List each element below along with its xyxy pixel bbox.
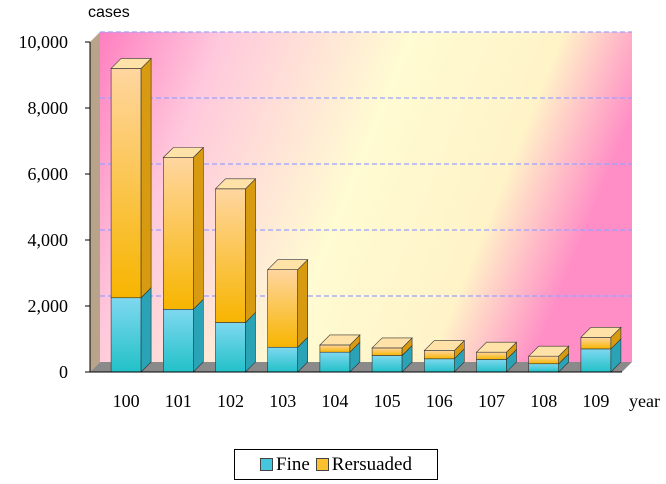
bar-rersuaded-103 [267,269,299,348]
bar-fine-102 [215,322,246,373]
bar-fine-109 [580,348,612,373]
bar-top-103 [266,259,309,271]
y-tick-label: 4,000 [28,230,69,250]
y-tick-label: 10,000 [19,32,69,52]
bar-top-102 [214,178,257,190]
bar-rersuaded-102 [215,188,246,323]
bar-rersuaded-100 [110,68,142,299]
bar-rersuaded-107 [476,351,507,360]
bar-fine-101 [163,308,194,373]
y-tick-label: 6,000 [28,164,69,184]
bar-top-101 [162,147,205,158]
x-tick-label: 101 [165,391,192,411]
chart-legend: Fine Rersuaded [234,449,438,480]
x-tick-label: 100 [113,391,140,411]
bar-fine-103 [267,346,299,373]
bar-top-106 [423,340,466,351]
bar-rersuaded-101 [163,157,194,310]
bar-side-rersuaded-101 [193,146,204,311]
bar-rersuaded-104 [319,344,351,353]
bar-side-rersuaded-102 [245,178,256,324]
legend-swatch-fine [260,458,273,471]
legend-item-fine: Fine [260,454,310,476]
y-tick-label: 8,000 [28,98,69,118]
bar-rersuaded-109 [580,337,612,350]
bar-rersuaded-105 [371,347,403,356]
x-tick-label: 103 [269,391,296,411]
bar-fine-106 [423,358,455,373]
x-tick-label: 109 [582,391,609,411]
legend-label-rersuaded: Rersuaded [331,453,412,475]
x-tick-label: 108 [530,391,557,411]
bar-top-108 [527,345,570,357]
y-tick-label: 2,000 [28,296,69,316]
bar-top-107 [475,341,518,353]
x-tick-label: 105 [374,391,401,411]
x-tick-label: 104 [321,391,348,411]
x-tick-label: 106 [426,391,453,411]
bar-side-rersuaded-100 [140,57,152,299]
bar-fine-107 [476,359,507,373]
x-axis-unit-label: year [629,391,660,411]
plot-side-wall [90,32,100,372]
x-tick-label: 107 [478,391,505,411]
bar-top-105 [371,337,413,349]
bar-rersuaded-108 [528,355,560,365]
bar-top-100 [110,58,152,69]
legend-swatch-rersuaded [315,458,329,471]
bar-side-fine-100 [140,287,152,373]
legend-item-rersuaded: Rersuaded [315,453,412,476]
bar-fine-105 [371,355,403,373]
x-tick-label: 102 [217,391,244,411]
bar-fine-100 [110,297,142,373]
legend-label-fine: Fine [276,453,310,475]
bar-fine-104 [319,351,351,373]
bar-side-fine-102 [245,311,256,373]
y-tick-label: 0 [59,362,68,382]
bar-top-109 [580,327,622,338]
bar-rersuaded-106 [423,350,455,360]
bar-top-104 [319,334,361,346]
bar-fine-108 [528,363,560,373]
y-axis-unit-label: cases [88,4,130,21]
bar-side-rersuaded-103 [297,258,309,348]
bar-side-fine-101 [193,298,204,373]
